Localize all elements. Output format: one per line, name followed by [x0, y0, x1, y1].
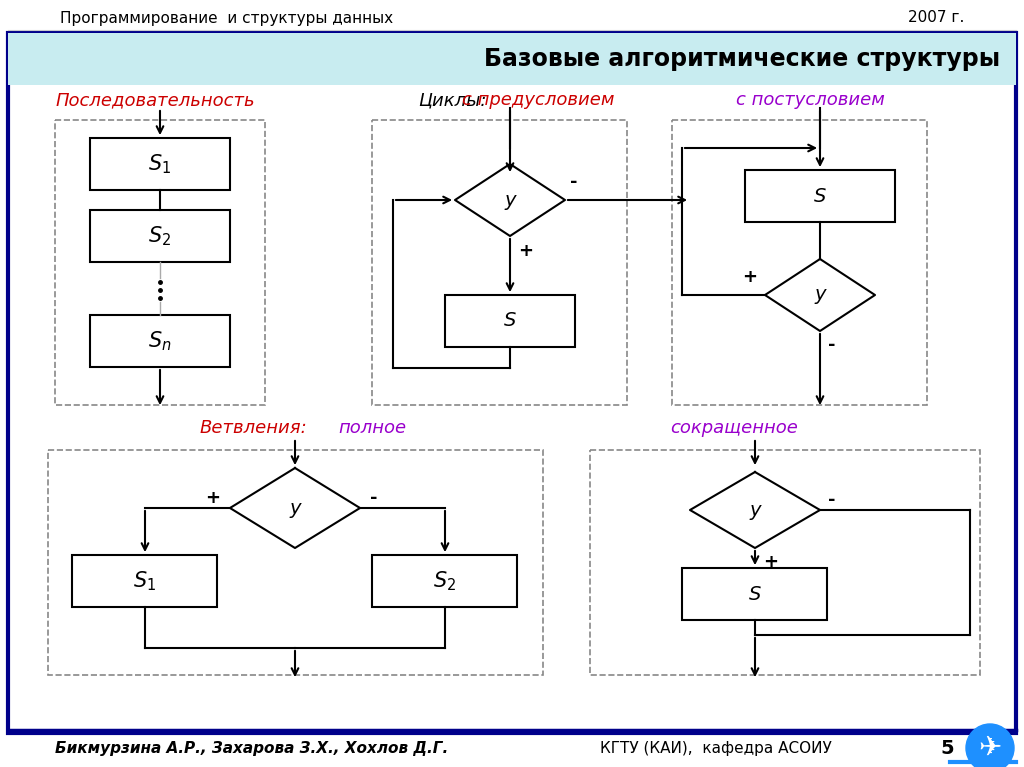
Text: полное: полное: [338, 419, 407, 437]
Text: +: +: [518, 242, 534, 260]
Text: +: +: [763, 553, 778, 571]
Bar: [55, 120, 265, 405]
Text: -: -: [828, 336, 836, 354]
Text: 5: 5: [940, 739, 953, 758]
Text: КГТУ (КАИ),  кафедра АСОИУ: КГТУ (КАИ), кафедра АСОИУ: [600, 740, 831, 755]
Text: Программирование  и структуры данных: Программирование и структуры данных: [60, 11, 393, 25]
Bar: [682, 568, 827, 620]
Bar: [590, 450, 980, 675]
Text: сокращенное: сокращенное: [670, 419, 798, 437]
Text: S: S: [504, 311, 516, 331]
Bar: [90, 210, 230, 262]
Text: с постусловием: с постусловием: [735, 91, 885, 109]
Bar: [445, 295, 575, 347]
Text: 2007 г.: 2007 г.: [907, 11, 964, 25]
Text: $S_2$: $S_2$: [433, 569, 457, 593]
Text: Циклы:: Циклы:: [418, 91, 486, 109]
Text: +: +: [205, 489, 220, 507]
Bar: [48, 450, 543, 675]
Bar: [745, 170, 895, 222]
Bar: [372, 555, 517, 607]
Bar: [672, 120, 927, 405]
Bar: [372, 120, 627, 405]
Text: S: S: [749, 584, 761, 604]
Text: $S_2$: $S_2$: [148, 224, 172, 248]
Text: -: -: [370, 489, 378, 507]
Text: ✈: ✈: [978, 734, 1001, 762]
Text: Базовые алгоритмические структуры: Базовые алгоритмические структуры: [484, 47, 1000, 71]
Text: у: у: [504, 190, 516, 209]
Text: -: -: [828, 491, 836, 509]
Text: $S_1$: $S_1$: [148, 152, 172, 176]
Text: у: у: [289, 499, 301, 518]
Text: Последовательность: Последовательность: [55, 91, 255, 109]
Text: $S_n$: $S_n$: [148, 329, 172, 353]
Bar: [72, 555, 217, 607]
Text: Бикмурзина А.Р., Захарова З.Х., Хохлов Д.Г.: Бикмурзина А.Р., Захарова З.Х., Хохлов Д…: [55, 740, 449, 755]
Text: -: -: [570, 173, 578, 191]
Bar: [8, 33, 1016, 85]
Text: S: S: [814, 186, 826, 206]
Circle shape: [966, 724, 1014, 767]
Text: у: у: [750, 501, 761, 519]
Bar: [90, 138, 230, 190]
Text: Ветвления:: Ветвления:: [200, 419, 308, 437]
Text: с предусловием: с предусловием: [462, 91, 614, 109]
Text: +: +: [742, 268, 757, 286]
Text: $S_1$: $S_1$: [133, 569, 157, 593]
Bar: [90, 315, 230, 367]
Text: у: у: [814, 285, 825, 304]
